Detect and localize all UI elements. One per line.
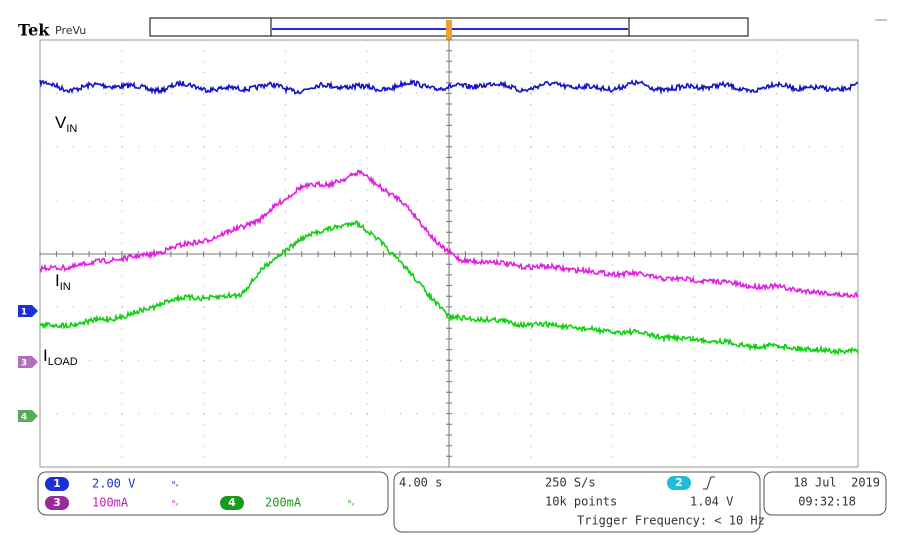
label-main: I	[55, 271, 60, 290]
ch-number: 1	[53, 477, 61, 490]
center-ticks	[39, 39, 843, 457]
ch-badge	[220, 496, 244, 510]
trace-label: ILOAD	[43, 346, 78, 367]
marker-text: 1	[21, 308, 27, 318]
graticule	[39, 39, 859, 468]
traces	[39, 78, 859, 356]
sample-rate: 250 S/s	[545, 476, 596, 490]
channel-marker: 4	[18, 410, 38, 423]
ch-scale: 100mA	[92, 496, 129, 510]
date: 18 Jul 2019	[793, 476, 880, 490]
datetime-box	[763, 471, 887, 516]
label-sub: IN	[66, 123, 77, 135]
ch-scale: 200mA	[265, 496, 302, 510]
mode: PreVu	[55, 24, 86, 37]
label-sub: LOAD	[48, 356, 78, 368]
label-sub: IN	[60, 281, 71, 293]
time-scale: 4.00 s	[399, 476, 442, 490]
ch-badge	[45, 496, 69, 510]
record-length: 10k points	[545, 495, 617, 509]
ch-badge	[45, 477, 69, 491]
bw-icon: ᴮᵥ	[348, 499, 355, 508]
time: 09:32:18	[798, 495, 856, 509]
label-main: I	[43, 346, 48, 365]
bw-icon: ᴮᵥ	[172, 480, 179, 489]
ch-number: 3	[53, 496, 61, 509]
trigger-channel: 2	[675, 476, 683, 489]
ch-number: 4	[228, 496, 236, 509]
channel-box	[37, 471, 389, 516]
channel-marker: 3	[18, 356, 38, 369]
trace-iload	[39, 220, 859, 356]
trace-vin	[39, 78, 859, 96]
trigger-position	[446, 20, 452, 40]
trigger-frequency: Trigger Frequency: < 10 Hz	[577, 514, 765, 528]
trigger-level: 1.04 V	[690, 495, 733, 509]
trigger-slope	[703, 476, 715, 490]
label-main: V	[55, 113, 67, 132]
ch-scale: 2.00 V	[92, 477, 135, 491]
marker-text: 4	[21, 413, 27, 423]
marker-text: 3	[21, 359, 27, 369]
channel-marker: 1	[18, 305, 38, 318]
trigger-badge	[667, 476, 691, 490]
brand: Tek	[18, 21, 50, 40]
trace-iin	[39, 169, 859, 299]
bw-icon: ᴮᵥ	[172, 499, 179, 508]
trace-label: IIN	[55, 271, 71, 292]
trace-label: VIN	[55, 113, 77, 134]
